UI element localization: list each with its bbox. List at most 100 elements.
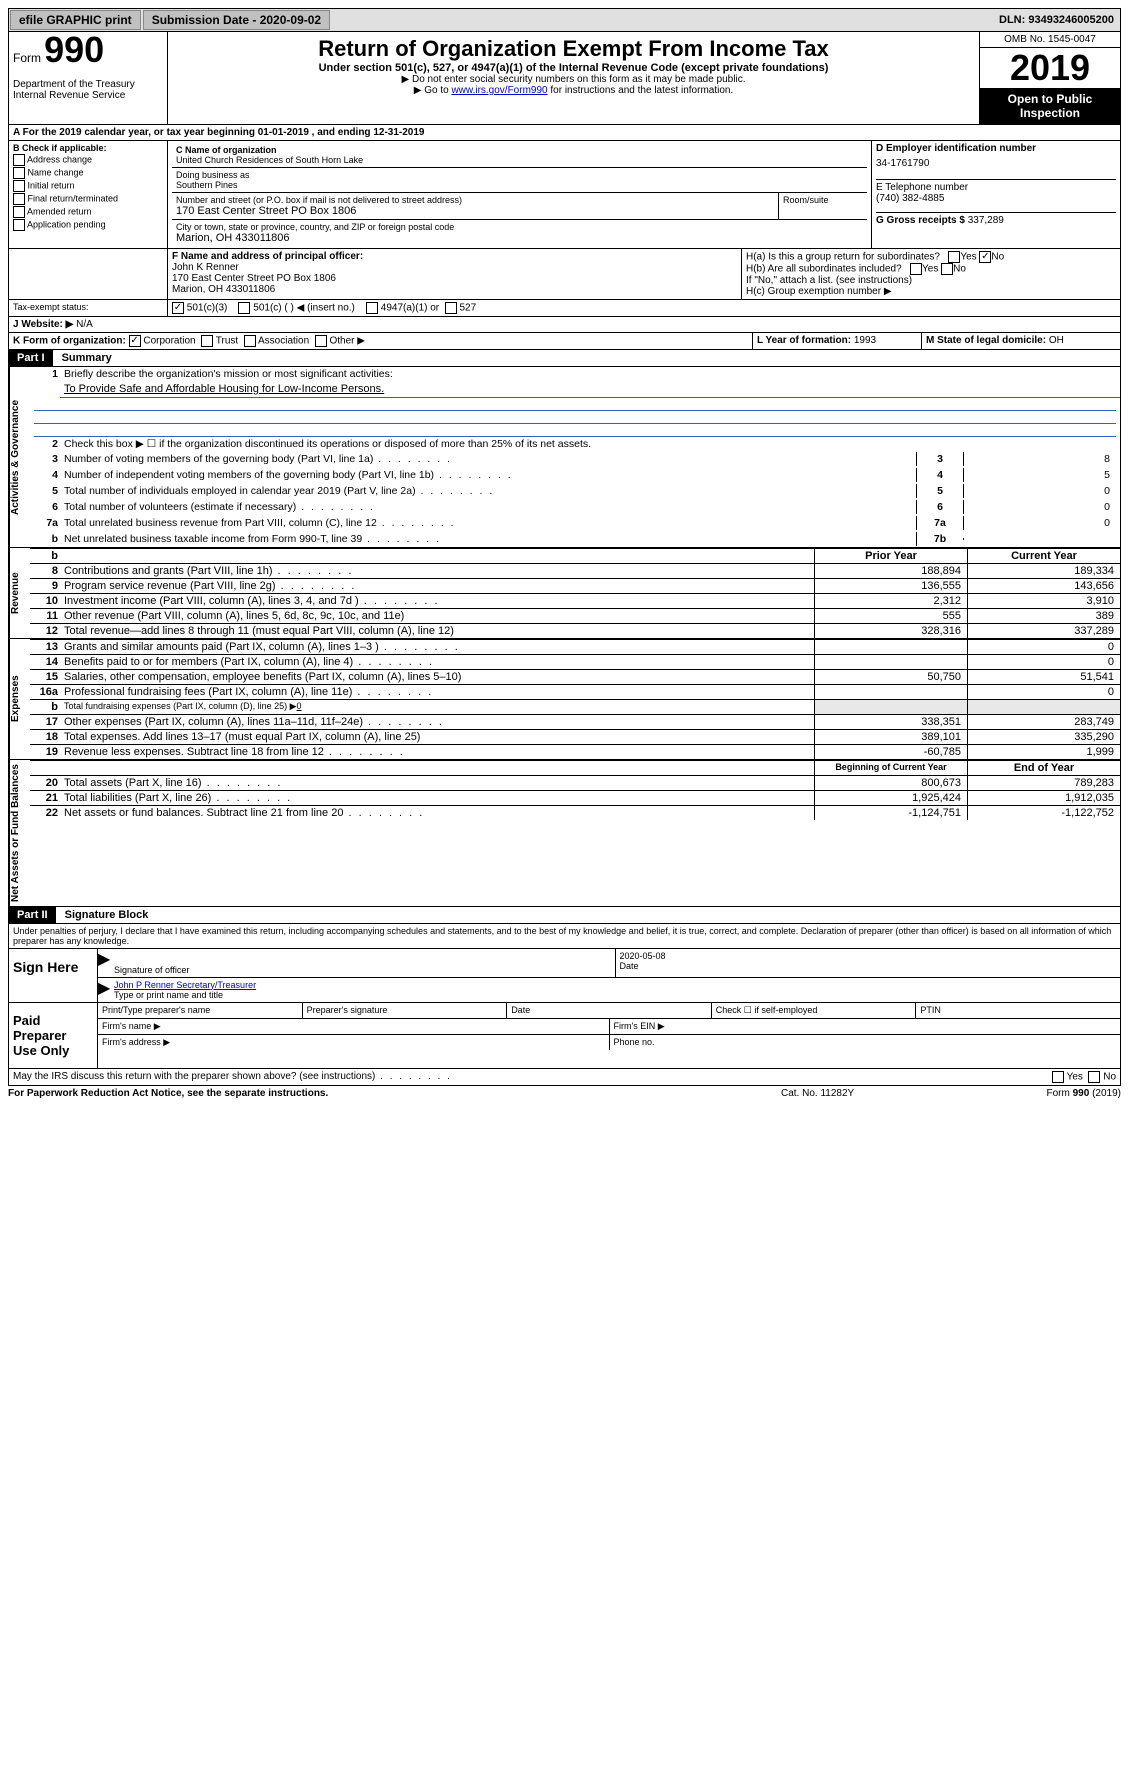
efile-button[interactable]: efile GRAPHIC print [10,10,141,30]
state-value: OH [1049,335,1064,346]
box-f: F Name and address of principal officer:… [168,249,742,299]
paid-label: Paid Preparer Use Only [9,1003,98,1068]
sig-name[interactable]: John P Renner Secretary/Treasurer [114,980,1116,990]
prep-ptin-label: PTIN [916,1003,1120,1018]
p21: 1,925,424 [814,791,967,805]
omb-number: OMB No. 1545-0047 [980,32,1120,48]
addr-value: 170 East Center Street PO Box 1806 [176,205,774,217]
sign-arrow-icon-2: ▶ [98,978,110,1002]
firm-name-label: Firm's name ▶ [98,1019,610,1034]
c11: 389 [967,609,1120,623]
website-row: J Website: ▶ N/A [8,317,1121,333]
discuss-yes[interactable] [1052,1071,1064,1083]
c21: 1,912,035 [967,791,1120,805]
chk-501c[interactable] [238,302,250,314]
tax-exempt-row: Tax-exempt status: ✓ 501(c)(3) 501(c) ( … [8,300,1121,317]
tax-year: 2019 [980,48,1120,88]
discuss-no[interactable] [1088,1071,1100,1083]
period-row: A For the 2019 calendar year, or tax yea… [8,125,1121,141]
chk-trust[interactable] [201,335,213,347]
l5-text: Total number of individuals employed in … [64,485,916,497]
irs-link[interactable]: www.irs.gov/Form990 [451,85,547,96]
chk-527[interactable] [445,302,457,314]
state-label: M State of legal domicile: [926,335,1046,346]
firm-addr-label: Firm's address ▶ [98,1035,610,1050]
phone-label: E Telephone number [876,179,1116,193]
p16a [814,685,967,699]
l2-text: Check this box ▶ ☐ if the organization d… [64,438,1116,450]
l13: Grants and similar amounts paid (Part IX… [64,641,810,653]
l1-text: Briefly describe the organization's miss… [64,368,1116,380]
note-goto: ▶ Go to www.irs.gov/Form990 for instruct… [172,85,975,96]
chk-address[interactable]: Address change [13,154,163,166]
ein-value: 34-1761790 [876,158,1116,169]
chk-501c3[interactable]: ✓ [172,302,184,314]
addr-label: Number and street (or P.O. box if mail i… [176,195,774,205]
p9: 136,555 [814,579,967,593]
box-b: B Check if applicable: Address change Na… [9,141,168,248]
prep-sig-label: Preparer's signature [303,1003,508,1018]
chk-initial[interactable]: Initial return [13,180,163,192]
footer-cat: Cat. No. 11282Y [781,1088,981,1099]
l6-text: Total number of volunteers (estimate if … [64,501,916,513]
l16b: Total fundraising expenses (Part IX, col… [64,701,297,711]
c9: 143,656 [967,579,1120,593]
gross-value: 337,289 [968,215,1004,226]
sig-date: 2020-05-08 [620,951,1117,961]
chk-amended[interactable]: Amended return [13,206,163,218]
c18: 335,290 [967,730,1120,744]
page-footer: For Paperwork Reduction Act Notice, see … [8,1086,1121,1101]
section-netassets: Net Assets or Fund Balances Beginning of… [8,760,1121,907]
submission-date-button[interactable]: Submission Date - 2020-09-02 [143,10,330,30]
c22: -1,122,752 [967,806,1120,820]
chk-assoc[interactable] [244,335,256,347]
sign-here-block: Sign Here ▶ Signature of officer 2020-05… [8,949,1121,1003]
open-public-badge: Open to Public Inspection [980,88,1120,124]
section-governance: Activities & Governance 1Briefly describ… [8,367,1121,548]
l16a: Professional fundraising fees (Part IX, … [64,686,810,698]
l4-text: Number of independent voting members of … [64,469,916,481]
c14: 0 [967,655,1120,669]
l20: Total assets (Part X, line 16) [64,777,810,789]
footer-form: Form 990 (2019) [981,1088,1121,1099]
prep-name-label: Print/Type preparer's name [98,1003,303,1018]
discuss-row: May the IRS discuss this return with the… [8,1069,1121,1086]
ein-label: D Employer identification number [876,143,1116,154]
l17: Other expenses (Part IX, column (A), lin… [64,716,810,728]
p15: 50,750 [814,670,967,684]
p22: -1,124,751 [814,806,967,820]
part1-header: Part I Summary [8,350,1121,367]
p8: 188,894 [814,564,967,578]
l4-val: 5 [963,468,1116,482]
part1-tag: Part I [9,350,53,366]
current-head: Current Year [967,549,1120,563]
sig-date-label: Date [620,961,1117,971]
p12: 328,316 [814,624,967,638]
l21: Total liabilities (Part X, line 26) [64,792,810,804]
l16b-val: 0 [297,701,302,711]
l14: Benefits paid to or for members (Part IX… [64,656,810,668]
perjury-text: Under penalties of perjury, I declare th… [8,924,1121,949]
l15: Salaries, other compensation, employee b… [64,671,810,683]
chk-other[interactable] [315,335,327,347]
chk-4947[interactable] [366,302,378,314]
chk-final[interactable]: Final return/terminated [13,193,163,205]
chk-corp[interactable]: ✓ [129,335,141,347]
l5-val: 0 [963,484,1116,498]
city-label: City or town, state or province, country… [176,222,863,232]
ha-label: H(a) Is this a group return for subordin… [746,251,940,262]
c13: 0 [967,640,1120,654]
part2-header: Part II Signature Block [8,907,1121,924]
gross-label: G Gross receipts $ [876,215,965,226]
c17: 283,749 [967,715,1120,729]
chk-name[interactable]: Name change [13,167,163,179]
year-form-value: 1993 [854,335,876,346]
form-header: Form 990 Department of the Treasury Inte… [8,32,1121,125]
part2-tag: Part II [9,907,56,923]
prep-date-label: Date [507,1003,712,1018]
org-name-label: C Name of organization [176,145,863,155]
p19: -60,785 [814,745,967,759]
form-number-box: Form 990 Department of the Treasury Inte… [9,32,168,124]
rev-label: Revenue [9,548,30,638]
chk-pending[interactable]: Application pending [13,219,163,231]
